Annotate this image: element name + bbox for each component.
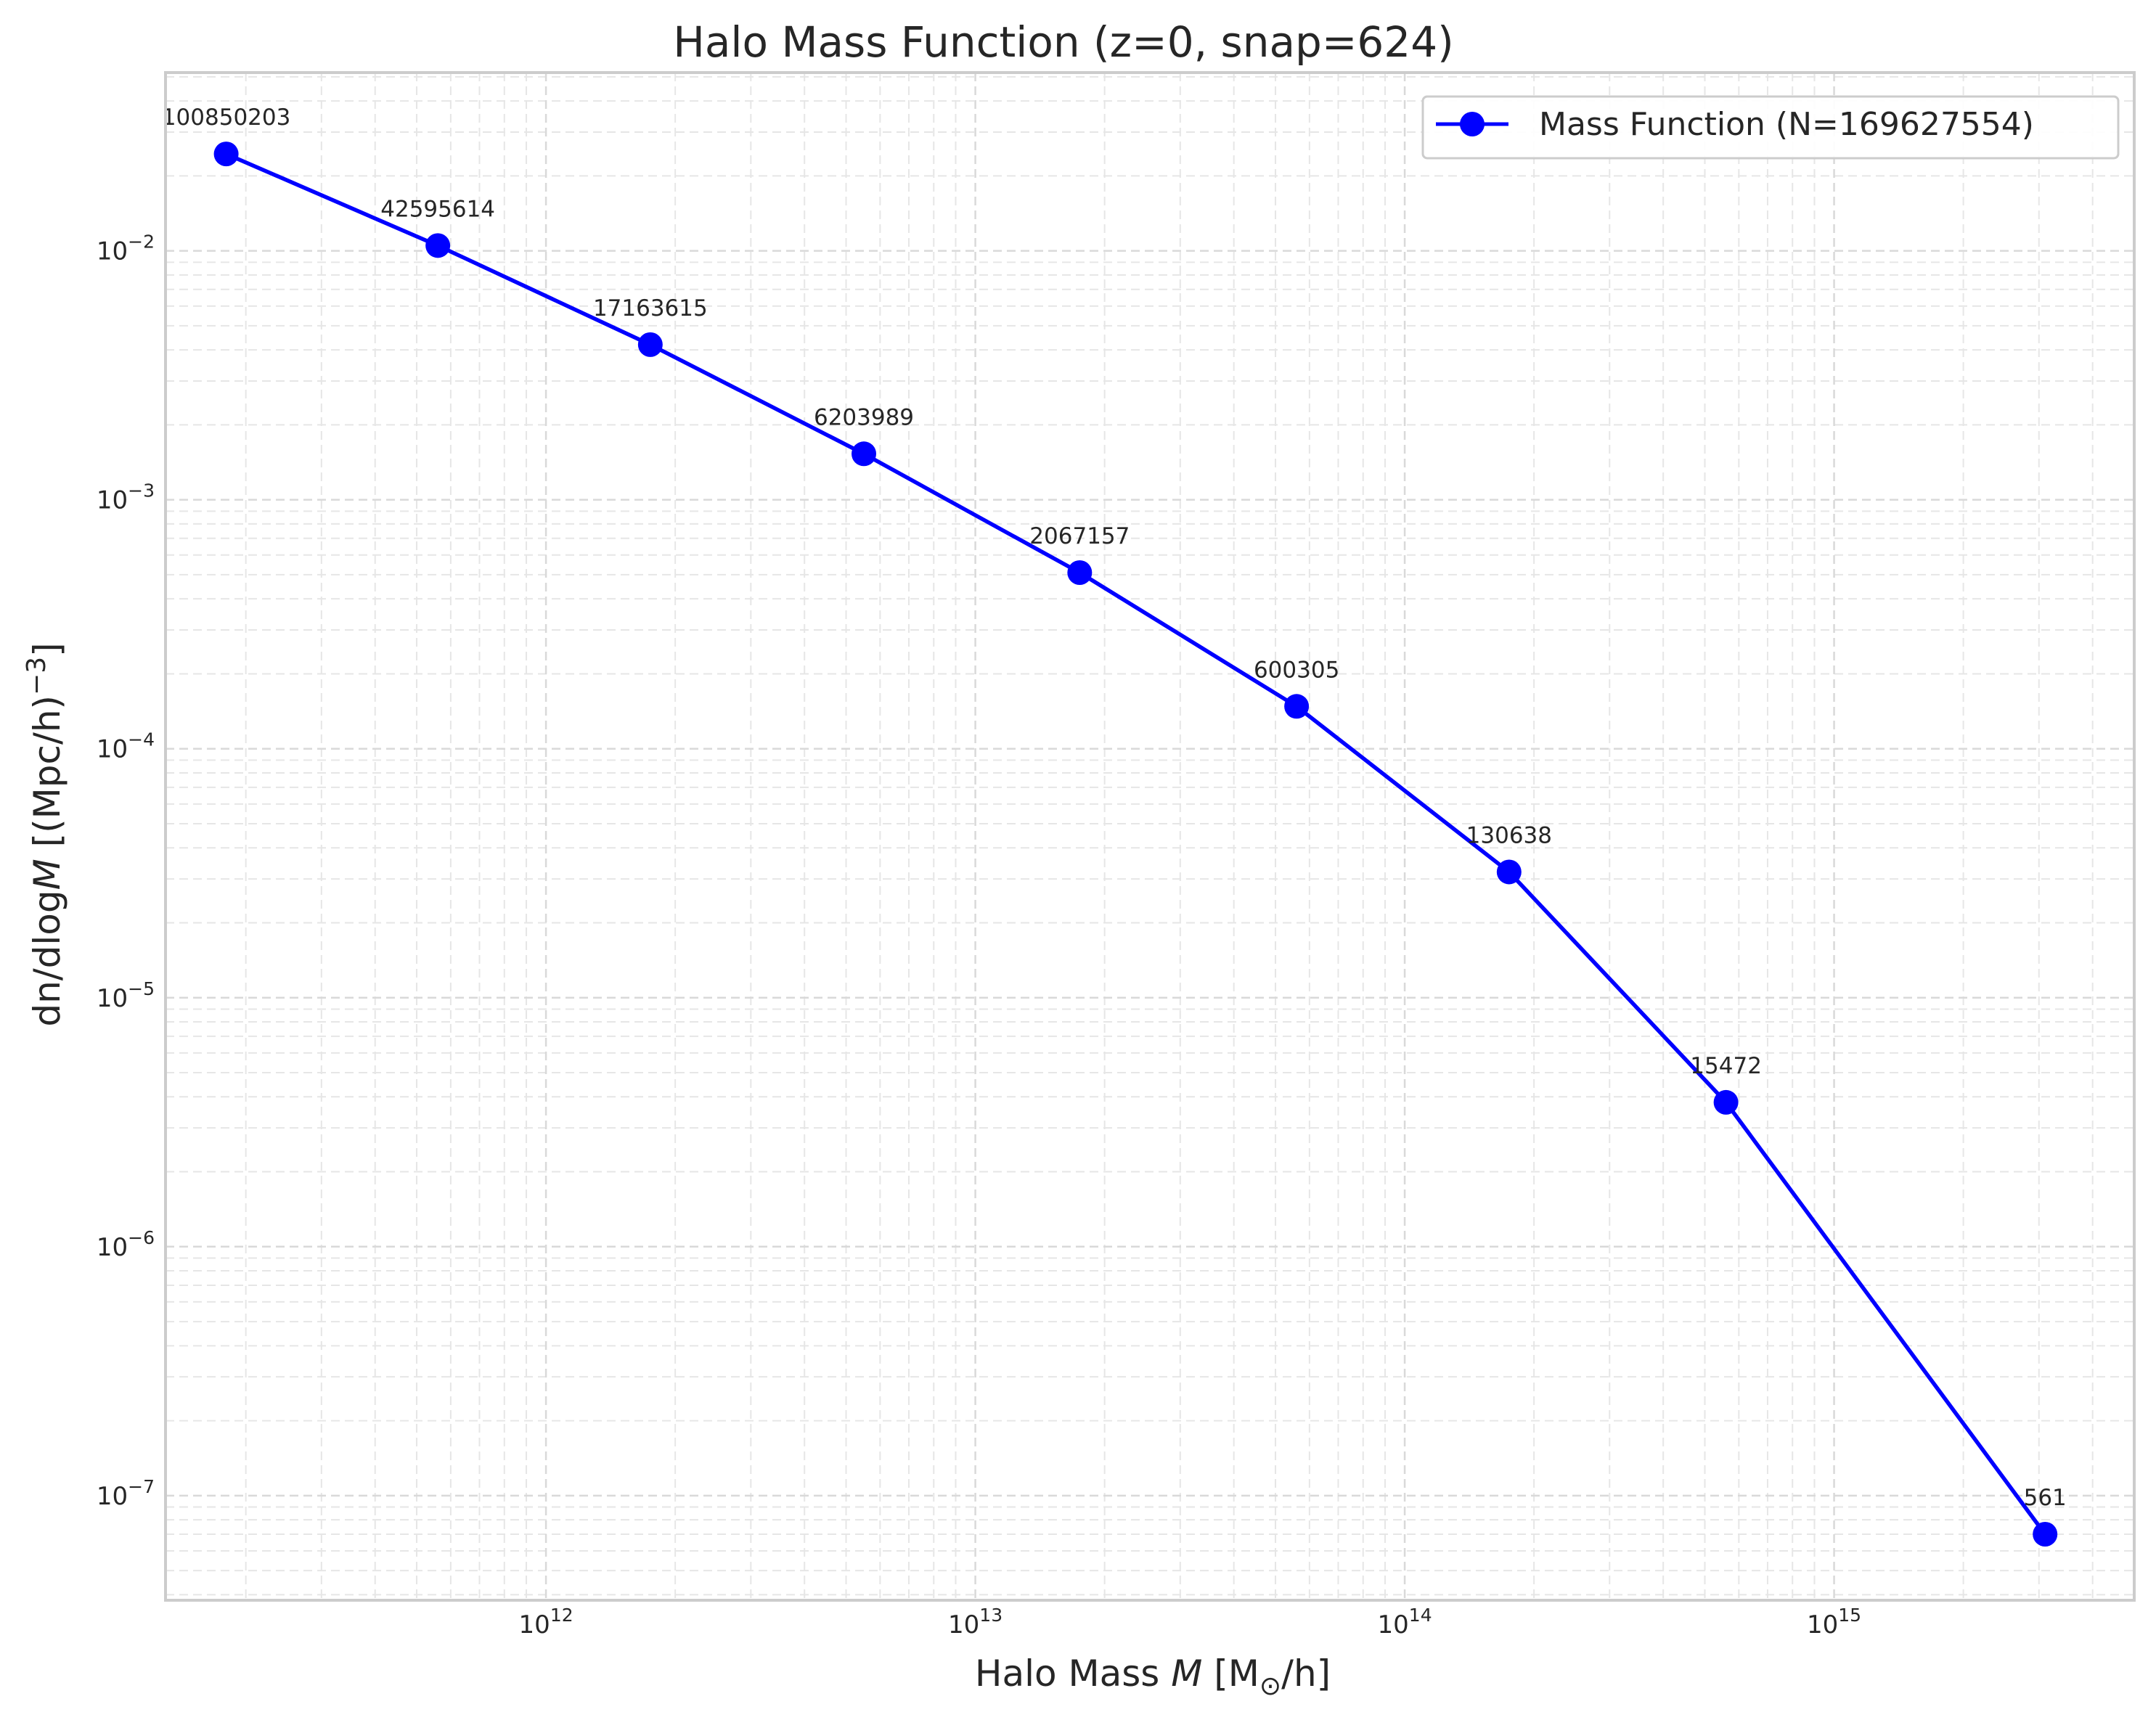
y-tick-label: 10−7: [97, 1476, 155, 1511]
y-tick-label: 10−2: [97, 232, 155, 266]
data-point-label: 100850203: [162, 105, 291, 131]
y-tick-label: 10−3: [97, 480, 155, 515]
plot-frame: [164, 71, 2136, 1602]
y-tick-label: 10−6: [97, 1227, 155, 1262]
data-point: [1496, 859, 1522, 885]
data-point: [637, 332, 663, 357]
data-point: [1067, 560, 1093, 585]
legend-label: Mass Function (N=169627554): [1539, 106, 2034, 143]
x-tick-label: 1012: [519, 1605, 573, 1639]
data-point-label: 42595614: [380, 196, 495, 222]
data-point: [425, 233, 451, 258]
data-point: [1284, 694, 1310, 719]
data-point-label: 6203989: [814, 404, 914, 430]
data-point: [1713, 1089, 1739, 1115]
data-point-label: 600305: [1254, 657, 1339, 683]
legend: Mass Function (N=169627554): [1421, 95, 2120, 160]
x-tick-label: 1014: [1378, 1605, 1432, 1639]
minor-gridlines: [166, 73, 2135, 1600]
x-tick-label: 1013: [948, 1605, 1003, 1639]
x-tick-label: 1015: [1807, 1605, 1861, 1639]
legend-box: [1421, 95, 2120, 160]
data-point-label: 2067157: [1029, 523, 1130, 549]
data-point: [2033, 1521, 2058, 1547]
y-tick-label: 10−4: [97, 729, 155, 764]
data-point: [213, 142, 239, 167]
major-gridlines: [166, 73, 2134, 1600]
data-point-label: 17163615: [593, 295, 708, 322]
data-point-label: 130638: [1466, 822, 1552, 848]
data-point-label: 561: [2024, 1485, 2067, 1511]
legend-marker: [1460, 112, 1485, 136]
chart-title: Halo Mass Function (z=0, snap=624): [673, 17, 1454, 67]
point-annotations: 100850203 42595614 17163615 6203989 2067157 6…: [162, 105, 2067, 1511]
y-axis-label: dn/dlogM [(Mpc/h)−3]: [22, 642, 68, 1026]
data-point: [852, 441, 877, 467]
y-axis-ticks: 10−2 10−3 10−4 10−5 10−6 10−7: [97, 232, 155, 1511]
series-group: [213, 142, 2058, 1547]
y-tick-label: 10−5: [97, 978, 155, 1013]
data-point-label: 15472: [1690, 1053, 1762, 1079]
x-axis-ticks: 1012 1013 1014 1015: [519, 1605, 1862, 1639]
